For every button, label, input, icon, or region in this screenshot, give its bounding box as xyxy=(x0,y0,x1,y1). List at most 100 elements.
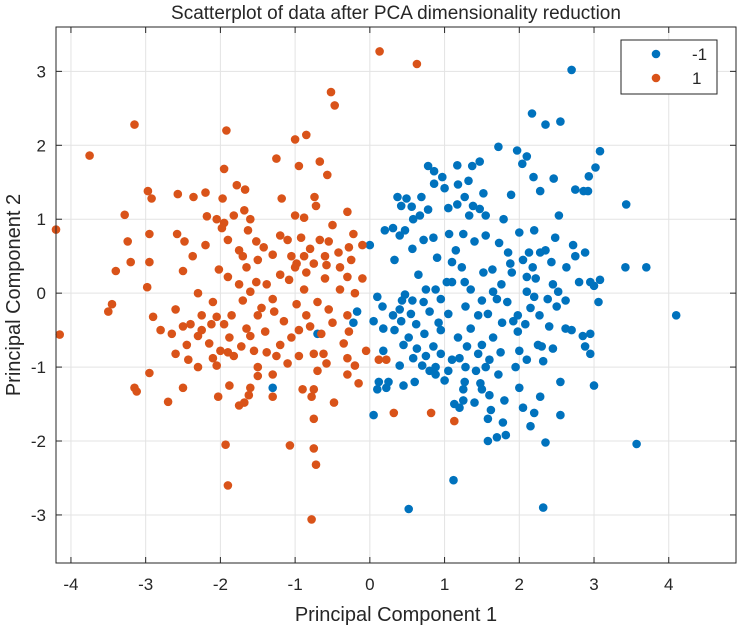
data-point xyxy=(393,192,402,202)
data-point xyxy=(529,408,539,418)
data-point xyxy=(310,192,319,202)
data-point xyxy=(229,351,239,361)
data-point xyxy=(302,130,311,140)
data-point xyxy=(227,311,236,320)
data-point xyxy=(453,333,463,342)
data-point xyxy=(429,179,439,188)
data-point xyxy=(240,185,250,194)
data-point xyxy=(538,503,548,512)
data-point xyxy=(488,287,498,297)
data-point xyxy=(497,280,506,289)
y-tick-label: -2 xyxy=(31,432,46,451)
legend-label-series-1: 1 xyxy=(692,69,701,88)
data-point xyxy=(509,316,518,326)
data-point xyxy=(322,260,331,270)
data-point xyxy=(477,340,487,350)
data-point xyxy=(324,305,334,314)
y-axis-label: Principal Component 2 xyxy=(3,194,25,396)
data-point xyxy=(494,142,503,152)
data-point xyxy=(436,294,446,304)
data-point xyxy=(483,436,493,446)
data-point xyxy=(481,362,491,372)
data-point xyxy=(522,272,532,282)
data-point xyxy=(313,366,322,376)
data-point xyxy=(396,201,406,211)
data-point xyxy=(339,339,349,348)
data-point xyxy=(277,194,287,203)
data-point xyxy=(315,235,325,245)
data-point xyxy=(323,170,332,180)
data-point xyxy=(485,355,494,365)
data-point xyxy=(556,117,565,126)
data-point xyxy=(483,309,493,319)
data-point xyxy=(207,319,216,329)
data-point xyxy=(201,240,210,250)
data-point xyxy=(171,305,180,314)
data-point xyxy=(379,346,388,356)
x-tick-label: 4 xyxy=(664,575,673,594)
data-point xyxy=(459,396,468,405)
data-point xyxy=(522,152,532,161)
data-point xyxy=(535,311,544,320)
data-point xyxy=(594,297,603,307)
data-point xyxy=(268,370,278,379)
data-point xyxy=(389,408,399,418)
data-point xyxy=(527,109,537,118)
data-point xyxy=(466,285,476,294)
data-point xyxy=(485,390,494,400)
data-point xyxy=(349,229,358,239)
x-tick-label: -3 xyxy=(138,575,153,594)
data-point xyxy=(111,266,121,276)
data-point xyxy=(513,327,523,336)
data-point xyxy=(498,418,508,427)
data-point xyxy=(243,226,253,235)
data-point xyxy=(335,263,345,272)
data-point xyxy=(315,157,325,166)
x-tick-label: -2 xyxy=(213,575,228,594)
data-point xyxy=(320,274,330,283)
data-point xyxy=(591,163,600,172)
data-point xyxy=(477,296,487,305)
data-point xyxy=(586,349,595,359)
data-point xyxy=(399,340,408,350)
data-point xyxy=(358,274,367,283)
data-point xyxy=(238,251,248,261)
data-point xyxy=(221,440,230,450)
data-point xyxy=(242,263,251,272)
data-point xyxy=(253,255,263,265)
data-point xyxy=(309,444,319,453)
data-point xyxy=(529,292,539,302)
data-point xyxy=(257,303,266,313)
data-point xyxy=(470,237,479,246)
data-point xyxy=(307,392,316,402)
data-point xyxy=(268,250,278,259)
data-point xyxy=(459,229,468,239)
series-1-points xyxy=(51,47,459,524)
data-point xyxy=(213,392,223,402)
data-point xyxy=(479,268,488,277)
data-point xyxy=(204,339,214,348)
data-point xyxy=(167,329,177,339)
data-point xyxy=(217,223,227,233)
data-point xyxy=(349,318,358,328)
data-point xyxy=(249,346,259,356)
data-point xyxy=(173,189,183,199)
data-point xyxy=(365,240,375,250)
data-point xyxy=(120,210,129,220)
tick-labels: -4 -3 -2 -1 0 1 2 3 4 -3 -2 -1 0 1 2 3 xyxy=(31,27,736,594)
data-point xyxy=(290,263,300,272)
data-point xyxy=(268,383,278,393)
data-point xyxy=(535,186,545,196)
data-point xyxy=(317,329,326,339)
data-point xyxy=(467,161,477,171)
data-point xyxy=(309,259,319,268)
data-point xyxy=(343,353,352,363)
data-point xyxy=(642,263,651,272)
x-tick-label: 0 xyxy=(365,575,374,594)
data-point xyxy=(499,214,508,224)
data-point xyxy=(412,59,422,69)
data-point xyxy=(145,229,154,239)
data-point xyxy=(434,318,443,328)
y-tick-label: 1 xyxy=(37,210,46,229)
data-point xyxy=(232,180,242,190)
